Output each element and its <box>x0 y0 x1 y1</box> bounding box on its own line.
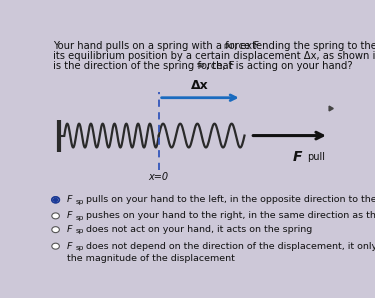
Text: sp: sp <box>75 229 84 235</box>
Text: , that is acting on your hand?: , that is acting on your hand? <box>206 61 353 71</box>
Text: , extending the spring to the right from: , extending the spring to the right from <box>234 41 375 52</box>
Text: Your hand pulls on a spring with a force F: Your hand pulls on a spring with a force… <box>53 41 259 52</box>
Text: F: F <box>67 211 73 221</box>
Circle shape <box>54 198 58 201</box>
Text: F: F <box>292 150 302 164</box>
Text: sp: sp <box>196 62 205 68</box>
Text: sp: sp <box>75 215 84 221</box>
Text: the magnitude of the displacement: the magnitude of the displacement <box>67 254 235 263</box>
Circle shape <box>52 243 59 249</box>
Text: does not act on your hand, it acts on the spring: does not act on your hand, it acts on th… <box>83 225 312 234</box>
Text: pulls on your hand to the left, in the opposite direction to the displacement: pulls on your hand to the left, in the o… <box>83 195 375 204</box>
Text: F: F <box>67 242 73 251</box>
Text: sp: sp <box>75 199 84 205</box>
Text: F: F <box>67 195 73 204</box>
Text: pull: pull <box>307 152 325 162</box>
Text: pull: pull <box>224 43 237 49</box>
Circle shape <box>52 213 59 219</box>
Circle shape <box>52 227 59 233</box>
Text: is the direction of the spring force, F: is the direction of the spring force, F <box>53 61 234 71</box>
Circle shape <box>52 197 59 203</box>
Text: sp: sp <box>75 245 84 251</box>
Text: F: F <box>67 225 73 234</box>
Text: x=0: x=0 <box>149 172 169 182</box>
Text: does not depend on the direction of the displacement, it only depends on: does not depend on the direction of the … <box>83 242 375 251</box>
Text: Δx: Δx <box>191 79 209 92</box>
Text: its equilibrium position by a certain displacement Δx, as shown in the picture. : its equilibrium position by a certain di… <box>53 51 375 61</box>
Text: pushes on your hand to the right, in the same direction as the displacement: pushes on your hand to the right, in the… <box>83 211 375 221</box>
